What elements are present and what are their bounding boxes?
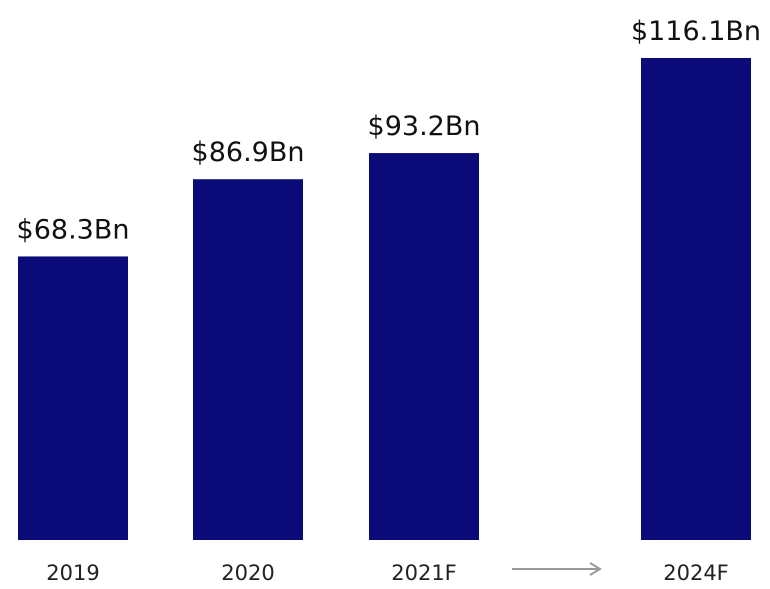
x-tick-label: 2021F	[391, 561, 457, 585]
bar-value-label: $86.9Bn	[192, 137, 305, 168]
bar-2024f	[641, 58, 751, 540]
bar-2019	[18, 256, 128, 540]
bar-value-label: $93.2Bn	[368, 111, 481, 142]
bar-2020	[193, 179, 303, 540]
bar-value-label: $116.1Bn	[631, 16, 761, 47]
x-tick-label: 2024F	[663, 561, 729, 585]
bar-value-label: $68.3Bn	[17, 214, 130, 245]
right-arrow-icon	[512, 562, 602, 576]
x-tick-label: 2019	[46, 561, 99, 585]
value-labels-group: $68.3Bn $86.9Bn $93.2Bn $116.1Bn	[17, 16, 762, 245]
x-tick-label: 2020	[221, 561, 274, 585]
x-axis-tick-labels: 2019 2020 2021F 2024F	[46, 561, 728, 585]
bar-2021f	[369, 153, 479, 541]
bars-group	[18, 58, 751, 541]
arrow-head	[589, 562, 602, 576]
